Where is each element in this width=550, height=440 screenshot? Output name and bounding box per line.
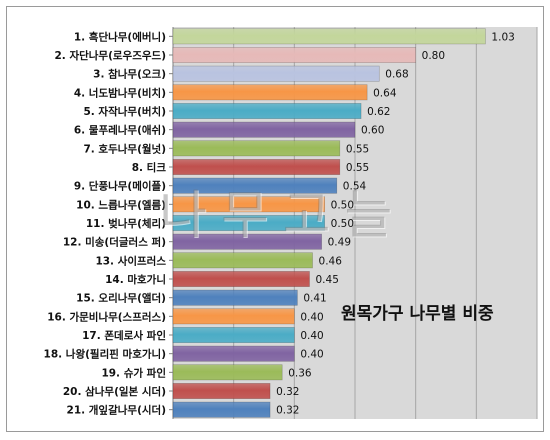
data-label: 0.45 xyxy=(316,274,339,286)
data-label: 0.40 xyxy=(300,311,323,323)
data-label: 0.50 xyxy=(331,218,354,230)
bar-chart: 1. 흑단나무(에버니) 1.03 2. 자단나무(로우즈우드) 0.80 3. 참나무… xyxy=(44,27,538,419)
category-label: 20. 삼나무(일본 시더) xyxy=(63,385,166,398)
category-label: 1. 흑단나무(에버니) xyxy=(74,30,166,43)
category-label: 7. 호두나무(월넛) xyxy=(83,142,166,155)
bar xyxy=(172,252,313,269)
bar xyxy=(172,345,295,362)
category-label: 10. 느릅나무(엘름) xyxy=(76,198,166,211)
bar xyxy=(172,364,283,381)
category-label: 13. 사이프러스 xyxy=(95,254,166,267)
category-label: 15. 오리나무(앨더) xyxy=(76,292,166,305)
data-label: 0.46 xyxy=(319,255,343,267)
data-label: 0.36 xyxy=(288,367,312,379)
data-label: 0.40 xyxy=(300,349,323,361)
data-label: 0.60 xyxy=(361,125,384,137)
data-label: 1.03 xyxy=(491,31,514,43)
data-label: 0.68 xyxy=(385,69,408,81)
bar xyxy=(172,327,295,343)
data-label: 0.40 xyxy=(300,330,323,342)
category-label: 17. 폰데로사 파인 xyxy=(82,329,166,342)
category-label: 14. 마호가니 xyxy=(105,273,166,286)
bar xyxy=(172,103,362,119)
category-label: 12. 미송(더글러스 퍼) xyxy=(63,236,166,249)
category-label: 3. 참나무(오크) xyxy=(93,68,166,81)
category-label: 18. 나왕(필리핀 마호가니) xyxy=(44,348,166,361)
chart-frame: 1. 흑단나무(에버니) 1.03 2. 자단나무(로우즈우드) 0.80 3. 참나무… xyxy=(6,6,544,432)
category-label: 19. 슈가 파인 xyxy=(101,366,166,379)
category-label: 6. 물푸레나무(애쉬) xyxy=(74,124,166,137)
category-label: 9. 단풍나무(메이플) xyxy=(74,180,166,193)
data-label: 0.62 xyxy=(367,106,390,118)
data-label: 0.32 xyxy=(276,405,299,417)
category-label: 21. 개잎갈나무(시더) xyxy=(67,404,166,417)
bar xyxy=(172,84,368,101)
bar xyxy=(172,271,310,287)
data-label: 0.41 xyxy=(303,293,326,305)
bar xyxy=(172,140,341,157)
bar xyxy=(172,401,271,418)
category-label: 2. 자단나무(로우즈우드) xyxy=(55,49,167,62)
bar xyxy=(172,308,295,325)
chart-annotation: 원목가구 나무별 비중 xyxy=(341,304,494,324)
data-label: 0.64 xyxy=(373,87,397,99)
category-label: 8. 티크 xyxy=(132,161,167,174)
bar xyxy=(172,28,486,45)
data-label: 0.55 xyxy=(346,143,369,155)
bar xyxy=(172,383,271,399)
data-label: 0.54 xyxy=(343,181,367,193)
data-label: 0.80 xyxy=(422,50,445,62)
data-label: 0.49 xyxy=(328,237,351,249)
bar xyxy=(172,289,298,306)
category-label: 16. 가문비나무(스프러스) xyxy=(47,310,166,323)
category-label: 11. 벚나무(체리) xyxy=(86,217,166,230)
watermark: 나무고늘 xyxy=(159,186,407,246)
category-label: 4. 너도밤나무(비치) xyxy=(74,86,166,99)
bar xyxy=(172,47,416,63)
bar xyxy=(172,121,356,138)
data-label: 0.50 xyxy=(331,199,354,211)
data-label: 0.55 xyxy=(346,162,369,174)
data-label: 0.32 xyxy=(276,386,299,398)
category-label: 5. 자작나무(버치) xyxy=(83,105,166,118)
bar xyxy=(172,65,380,82)
